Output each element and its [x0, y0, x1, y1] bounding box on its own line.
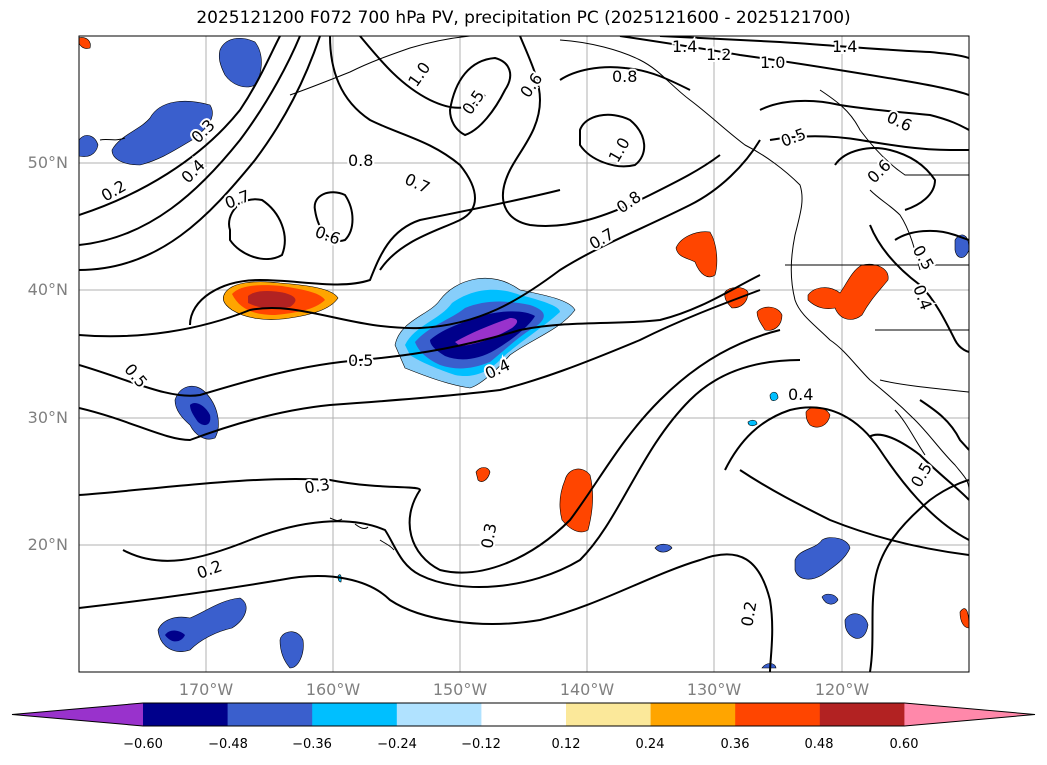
lat-label: 20°N	[27, 535, 68, 554]
colorbar-tick: 0.60	[889, 737, 919, 752]
colorbar-tick: −0.60	[123, 737, 163, 752]
lat-label: 50°N	[27, 153, 68, 172]
lat-label: 40°N	[27, 280, 68, 299]
colorbar-tick: −0.36	[292, 737, 332, 752]
colorbar-tick: 0.36	[720, 737, 750, 752]
contour-label: 0.5	[348, 351, 373, 370]
colorbar-segment	[396, 703, 482, 726]
colorbar-tick: −0.24	[377, 737, 417, 752]
contour-label: 0.8	[348, 151, 373, 170]
precip-shading	[79, 37, 969, 669]
colorbar-segment	[566, 703, 652, 726]
colorbar-segment	[904, 703, 1035, 726]
lon-label: 170°W	[178, 680, 234, 699]
lon-label: 130°W	[686, 680, 742, 699]
lon-label: 140°W	[559, 680, 615, 699]
coastlines	[99, 36, 969, 551]
colorbar-segment	[819, 703, 905, 726]
pv-contours	[79, 36, 969, 672]
colorbar-tick: 0.12	[551, 737, 581, 752]
contour-label: 1.4	[672, 37, 697, 56]
colorbar-segment	[227, 703, 313, 726]
contour-label: 1.4	[832, 37, 857, 56]
colorbar-tick: −0.12	[461, 737, 501, 752]
lon-label: 160°W	[305, 680, 361, 699]
lon-label: 150°W	[432, 680, 488, 699]
colorbar-segment	[481, 703, 567, 726]
colorbar-segment	[12, 703, 143, 726]
lat-label: 30°N	[27, 408, 68, 427]
colorbar-tick: 0.48	[804, 737, 834, 752]
contour-label: 0.4	[788, 385, 813, 404]
contour-label: 0.8	[612, 67, 637, 86]
map-title: 2025121200 F072 700 hPa PV, precipitatio…	[196, 8, 851, 28]
colorbar-outline	[11, 702, 1036, 727]
contour-label: 1.0	[760, 53, 785, 72]
colorbar-tick: −0.48	[208, 737, 248, 752]
map-frame	[78, 35, 970, 673]
colorbar-segment	[312, 703, 398, 726]
lon-label: 120°W	[814, 680, 870, 699]
contour-label: 1.2	[706, 45, 731, 64]
colorbar-segment	[735, 703, 821, 726]
colorbar-segment	[650, 703, 736, 726]
colorbar-tick: 0.24	[635, 737, 665, 752]
colorbar-segment	[143, 703, 229, 726]
